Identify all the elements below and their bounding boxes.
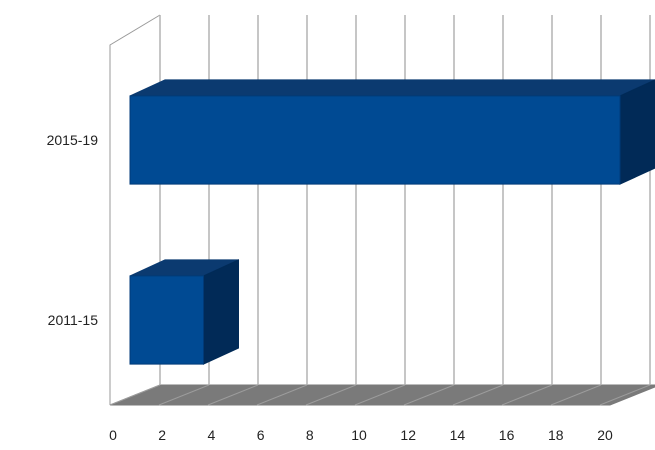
floor-gridline: [452, 384, 504, 406]
x-tick-label: 0: [109, 427, 117, 443]
bar-top-face: [129, 79, 655, 97]
bar: [129, 95, 621, 185]
bar-side-face: [203, 259, 239, 365]
x-tick-label: 20: [597, 427, 613, 443]
bar-group: [129, 79, 655, 365]
x-tick-label: 6: [257, 427, 265, 443]
floor-gridline: [501, 384, 553, 406]
floor-gridline: [158, 384, 210, 406]
x-tick-label: 16: [499, 427, 515, 443]
category-label: 2015-19: [47, 132, 99, 148]
chart-floor: [109, 384, 655, 406]
floor-gridline: [599, 384, 651, 406]
bar-side-face: [619, 79, 655, 185]
x-tick-label: 18: [548, 427, 564, 443]
floor-gridline: [305, 384, 357, 406]
x-tick-label: 10: [351, 427, 367, 443]
floor-gridline: [354, 384, 406, 406]
chart-left-wall: [109, 14, 161, 405]
x-tick-label: 12: [400, 427, 416, 443]
floor-gridline: [207, 384, 259, 406]
category-label: 2011-15: [48, 312, 99, 328]
x-tick-label: 2: [158, 427, 166, 443]
bar: [129, 275, 204, 365]
floor-gridline: [109, 384, 161, 406]
floor-gridline: [256, 384, 308, 406]
floor-gridline: [403, 384, 455, 406]
chart-wall-group: [109, 14, 161, 405]
floor-gridline: [550, 384, 602, 406]
label-group: 2011-15 2015-19 0 2 4 6 8 10 12 14 16 18 20: [47, 132, 613, 443]
gridline-group: [109, 15, 651, 406]
x-tick-label: 4: [208, 427, 216, 443]
x-tick-label: 8: [306, 427, 314, 443]
chart-floor-group: [109, 384, 655, 406]
x-tick-label: 14: [450, 427, 466, 443]
